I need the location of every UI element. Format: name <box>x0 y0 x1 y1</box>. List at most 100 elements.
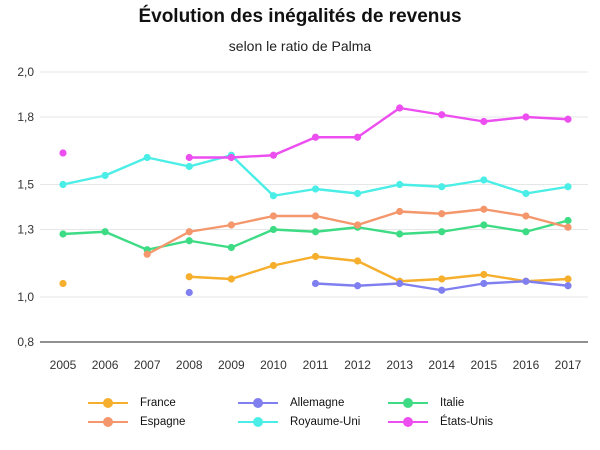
legend-label: Espagne <box>140 415 186 428</box>
y-tick-label: 0,8 <box>17 335 34 349</box>
data-point-etats-unis[interactable] <box>564 115 572 123</box>
chart-legend: France Allemagne Italie Espagne Royaume-Uni É… <box>88 394 568 430</box>
legend-marker-icon <box>238 415 278 429</box>
data-point-france[interactable] <box>311 252 320 261</box>
data-point-etats-unis[interactable] <box>438 111 446 119</box>
x-axis-ticks: 2005 2006 2007 2008 2009 2010 2011 2012 2013 2014… <box>50 358 582 372</box>
data-point-etats-unis[interactable] <box>59 149 67 157</box>
data-point-espagne[interactable] <box>564 223 572 231</box>
data-point-espagne[interactable] <box>269 212 278 220</box>
data-point-italie[interactable] <box>269 225 278 234</box>
data-point-etats-unis[interactable] <box>396 104 404 112</box>
data-point-etats-unis[interactable] <box>311 133 320 141</box>
data-point-italie[interactable] <box>185 237 193 245</box>
x-tick-label: 2011 <box>303 358 329 372</box>
data-point-italie[interactable] <box>480 221 488 229</box>
legend-item[interactable]: Espagne <box>88 413 238 430</box>
data-point-espagne[interactable] <box>143 250 151 258</box>
data-point-allemagne[interactable] <box>480 279 488 288</box>
legend-item[interactable]: Royaume-Uni <box>238 413 388 430</box>
legend-marker-icon <box>88 396 128 410</box>
data-point-italie[interactable] <box>564 216 572 225</box>
data-point-royaume-uni[interactable] <box>522 189 530 198</box>
legend-item[interactable]: Italie <box>388 394 538 411</box>
data-point-royaume-uni[interactable] <box>438 183 446 191</box>
data-point-royaume-uni[interactable] <box>101 171 109 180</box>
data-point-france[interactable] <box>185 273 193 281</box>
data-point-france[interactable] <box>353 257 362 265</box>
legend-item[interactable]: Allemagne <box>238 394 388 411</box>
data-point-royaume-uni[interactable] <box>396 180 404 189</box>
data-point-royaume-uni[interactable] <box>564 183 572 191</box>
data-point-italie[interactable] <box>438 228 446 236</box>
data-point-royaume-uni[interactable] <box>311 185 320 193</box>
data-point-etats-unis[interactable] <box>185 153 193 162</box>
data-point-royaume-uni[interactable] <box>143 153 151 162</box>
data-point-allemagne[interactable] <box>438 286 446 294</box>
y-tick-label: 1,5 <box>17 178 34 192</box>
data-point-allemagne[interactable] <box>311 279 320 288</box>
legend-item[interactable]: États-Unis <box>388 413 538 430</box>
data-point-espagne[interactable] <box>353 221 362 229</box>
x-tick-label: 2017 <box>555 358 582 372</box>
x-tick-label: 2012 <box>344 358 371 372</box>
data-point-etats-unis[interactable] <box>227 153 235 162</box>
data-point-allemagne[interactable] <box>396 279 404 288</box>
x-tick-label: 2008 <box>176 358 203 372</box>
data-point-france[interactable] <box>269 261 278 270</box>
series-points <box>59 104 572 297</box>
data-point-espagne[interactable] <box>311 212 320 220</box>
data-point-france[interactable] <box>564 275 572 283</box>
data-point-allemagne[interactable] <box>522 277 530 285</box>
data-point-royaume-uni[interactable] <box>185 162 193 171</box>
x-tick-label: 2016 <box>513 358 540 372</box>
data-point-france[interactable] <box>438 275 446 283</box>
data-point-espagne[interactable] <box>438 210 446 218</box>
y-tick-label: 2,0 <box>17 65 34 79</box>
x-tick-label: 2010 <box>260 358 287 372</box>
data-point-espagne[interactable] <box>522 212 530 220</box>
legend-marker-icon <box>388 415 428 429</box>
data-point-etats-unis[interactable] <box>522 113 530 121</box>
series-line-espagne <box>146 208 569 256</box>
y-tick-label: 1,3 <box>17 223 34 237</box>
data-point-italie[interactable] <box>227 243 235 252</box>
data-point-italie[interactable] <box>59 230 67 238</box>
data-point-royaume-uni[interactable] <box>269 192 278 200</box>
data-point-italie[interactable] <box>522 228 530 236</box>
legend-item[interactable]: France <box>88 394 238 411</box>
data-point-royaume-uni[interactable] <box>353 189 362 198</box>
data-point-espagne[interactable] <box>480 205 488 213</box>
data-point-royaume-uni[interactable] <box>59 180 67 189</box>
x-tick-label: 2014 <box>428 358 455 372</box>
x-tick-label: 2009 <box>218 358 245 372</box>
data-point-etats-unis[interactable] <box>269 151 278 159</box>
data-point-italie[interactable] <box>396 230 404 238</box>
y-tick-label: 1,8 <box>17 110 34 124</box>
data-point-france[interactable] <box>480 270 488 279</box>
data-point-italie[interactable] <box>311 228 320 236</box>
data-point-espagne[interactable] <box>185 228 193 236</box>
data-point-espagne[interactable] <box>227 221 235 229</box>
data-point-france[interactable] <box>227 275 235 283</box>
grid-lines <box>40 71 588 343</box>
data-point-allemagne[interactable] <box>564 282 572 290</box>
data-point-royaume-uni[interactable] <box>480 176 488 184</box>
data-point-allemagne[interactable] <box>185 288 193 297</box>
legend-label: États-Unis <box>440 415 494 428</box>
series-line-etats-unis <box>189 106 569 159</box>
legend-label: Italie <box>440 396 465 409</box>
legend-label: Allemagne <box>290 396 345 409</box>
data-point-allemagne[interactable] <box>353 282 362 290</box>
data-point-etats-unis[interactable] <box>353 133 362 141</box>
x-tick-label: 2007 <box>134 358 161 372</box>
data-point-italie[interactable] <box>101 228 109 236</box>
chart-subtitle: selon le ratio de Palma <box>228 38 372 54</box>
legend-marker-icon <box>88 415 128 429</box>
data-point-etats-unis[interactable] <box>480 117 488 126</box>
y-tick-label: 1,0 <box>17 290 34 304</box>
data-point-espagne[interactable] <box>396 207 404 216</box>
data-point-france[interactable] <box>59 279 67 288</box>
